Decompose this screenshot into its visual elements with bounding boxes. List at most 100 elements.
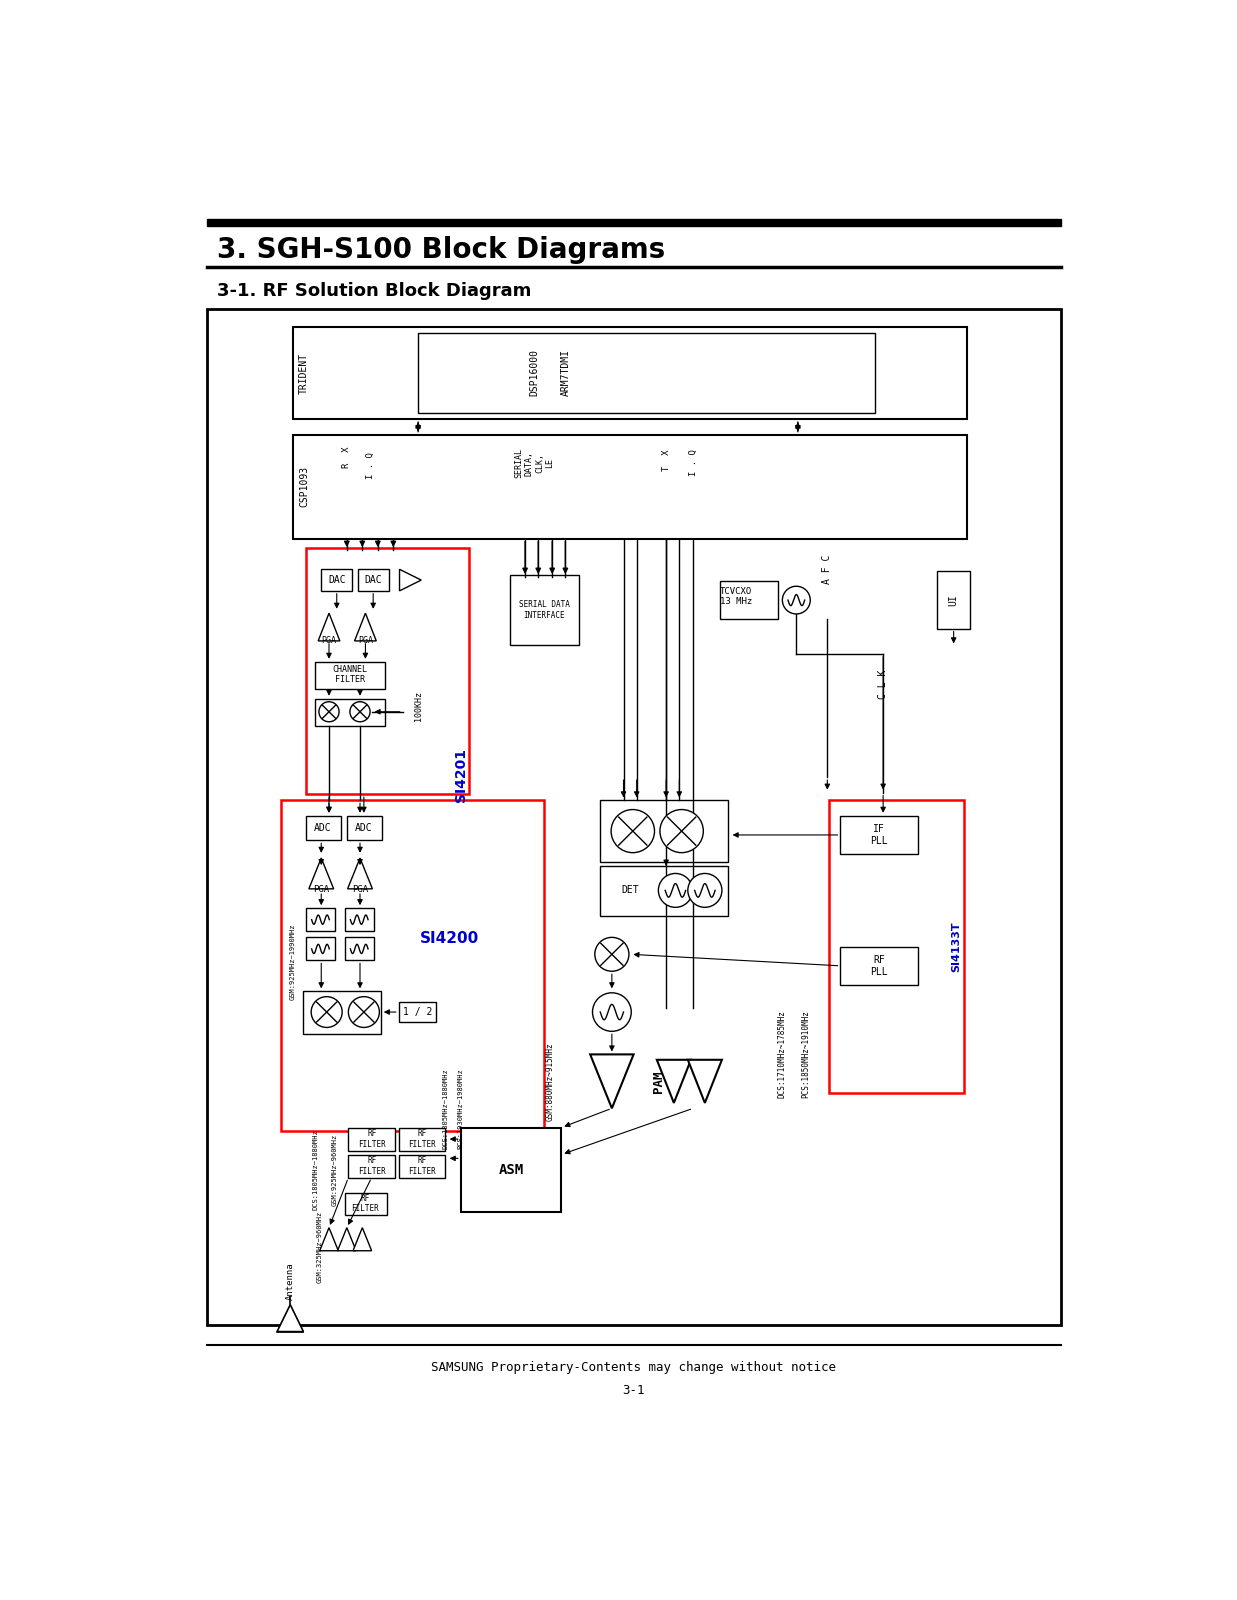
Text: GSM:880MHz~915MHz: GSM:880MHz~915MHz [546, 1042, 554, 1120]
Text: PGA: PGA [357, 635, 372, 645]
Polygon shape [400, 570, 422, 590]
Bar [398, 1155, 445, 1178]
Bar [303, 992, 381, 1034]
Bar [418, 333, 876, 413]
Polygon shape [348, 858, 372, 890]
Text: SI4200: SI4200 [419, 931, 479, 946]
Text: R  X: R X [343, 446, 351, 469]
Text: SI4201: SI4201 [454, 747, 468, 802]
Text: PGA: PGA [353, 885, 369, 894]
Text: I . Q: I . Q [689, 450, 698, 477]
Circle shape [659, 810, 704, 853]
Bar [840, 947, 918, 986]
Bar [840, 816, 918, 854]
Text: 3-1. RF Solution Block Diagram: 3-1. RF Solution Block Diagram [216, 282, 531, 299]
Text: DCS:1805MHz~1880MHz: DCS:1805MHz~1880MHz [312, 1130, 318, 1210]
Polygon shape [355, 613, 376, 642]
Text: RF
FILTER: RF FILTER [408, 1157, 435, 1176]
Text: PCS:1930MHz~1980MHz: PCS:1930MHz~1980MHz [458, 1067, 464, 1149]
Bar [344, 938, 374, 960]
Bar [600, 866, 729, 915]
Bar [208, 309, 1060, 1325]
Text: SERIAL DATA
INTERFACE: SERIAL DATA INTERFACE [520, 600, 570, 619]
Text: CSP1093: CSP1093 [299, 466, 309, 507]
Bar [720, 581, 778, 619]
Text: TCVCXO
13 MHz: TCVCXO 13 MHz [720, 587, 752, 606]
Circle shape [688, 874, 722, 907]
Text: SAMSUNG Proprietary-Contents may change without notice: SAMSUNG Proprietary-Contents may change … [430, 1362, 836, 1374]
Text: DSP16000: DSP16000 [529, 349, 539, 397]
Text: RF
FILTER: RF FILTER [357, 1157, 386, 1176]
Bar [349, 1155, 395, 1178]
Bar [829, 800, 965, 1093]
Bar [398, 1128, 445, 1150]
Text: RF
FILTER: RF FILTER [357, 1130, 386, 1149]
Text: SERIAL
DATA,
CLK,
LE: SERIAL DATA, CLK, LE [515, 448, 554, 478]
Text: 100KHz: 100KHz [413, 691, 423, 720]
Polygon shape [277, 1304, 303, 1331]
Text: DAC: DAC [328, 574, 345, 586]
Text: C L K: C L K [878, 670, 888, 699]
Text: 3-1: 3-1 [622, 1384, 644, 1397]
Text: PGA: PGA [313, 885, 329, 894]
Polygon shape [318, 613, 340, 642]
Bar [938, 571, 970, 629]
Bar [460, 1128, 562, 1213]
Bar [398, 1002, 435, 1022]
Bar [322, 570, 353, 590]
Circle shape [658, 874, 693, 907]
Bar [349, 1128, 395, 1150]
Bar [357, 570, 388, 590]
Text: DCS:1710MHz~1785MHz: DCS:1710MHz~1785MHz [778, 1011, 787, 1098]
Text: ARM7TDMI: ARM7TDMI [560, 349, 570, 397]
Text: DCS:1805MHz~1880MHz: DCS:1805MHz~1880MHz [443, 1067, 448, 1149]
Text: I . Q: I . Q [366, 451, 375, 478]
Text: PAM: PAM [652, 1070, 664, 1093]
Circle shape [350, 702, 370, 722]
Bar [306, 547, 469, 794]
Text: TRIDENT: TRIDENT [299, 352, 309, 394]
Circle shape [319, 702, 339, 722]
Polygon shape [657, 1059, 691, 1102]
Text: PGA: PGA [322, 635, 336, 645]
Text: ADC: ADC [355, 822, 372, 834]
Text: ASM: ASM [499, 1163, 523, 1178]
Text: GSM:925MHz~1990MHz: GSM:925MHz~1990MHz [289, 923, 296, 1000]
Bar [315, 699, 385, 726]
Bar [510, 576, 579, 645]
Bar [344, 909, 374, 931]
Circle shape [593, 992, 631, 1032]
Text: RF
PLL: RF PLL [871, 955, 888, 976]
Bar [306, 909, 335, 931]
Text: SI4133T: SI4133T [951, 922, 961, 971]
Bar [346, 816, 382, 840]
Text: RF
FILTER: RF FILTER [351, 1194, 380, 1213]
Bar [306, 816, 340, 840]
Text: PCS:1850MHz~1910MHz: PCS:1850MHz~1910MHz [802, 1011, 810, 1098]
Text: 3. SGH-S100 Block Diagrams: 3. SGH-S100 Block Diagrams [216, 235, 664, 264]
Polygon shape [338, 1227, 356, 1251]
Bar [293, 435, 967, 539]
Circle shape [349, 997, 380, 1027]
Text: ADC: ADC [314, 822, 332, 834]
Circle shape [782, 586, 810, 614]
Circle shape [595, 938, 628, 971]
Text: GSM:325MHz~960MHz: GSM:325MHz~960MHz [317, 1211, 323, 1283]
Bar [293, 326, 967, 419]
Text: UI: UI [949, 594, 959, 606]
Bar [344, 1194, 387, 1214]
Text: 1 / 2: 1 / 2 [403, 1006, 432, 1018]
Text: RF
FILTER: RF FILTER [408, 1130, 435, 1149]
Text: DET: DET [621, 885, 638, 896]
Polygon shape [309, 858, 334, 890]
Text: CHANNEL
FILTER: CHANNEL FILTER [333, 666, 367, 685]
Text: Antenna: Antenna [286, 1262, 294, 1301]
Circle shape [611, 810, 654, 853]
Text: A F C: A F C [823, 555, 833, 584]
Polygon shape [353, 1227, 371, 1251]
Bar [600, 800, 729, 862]
Polygon shape [319, 1227, 338, 1251]
Bar [315, 662, 385, 688]
Text: IF
PLL: IF PLL [871, 824, 888, 846]
Polygon shape [590, 1054, 633, 1109]
